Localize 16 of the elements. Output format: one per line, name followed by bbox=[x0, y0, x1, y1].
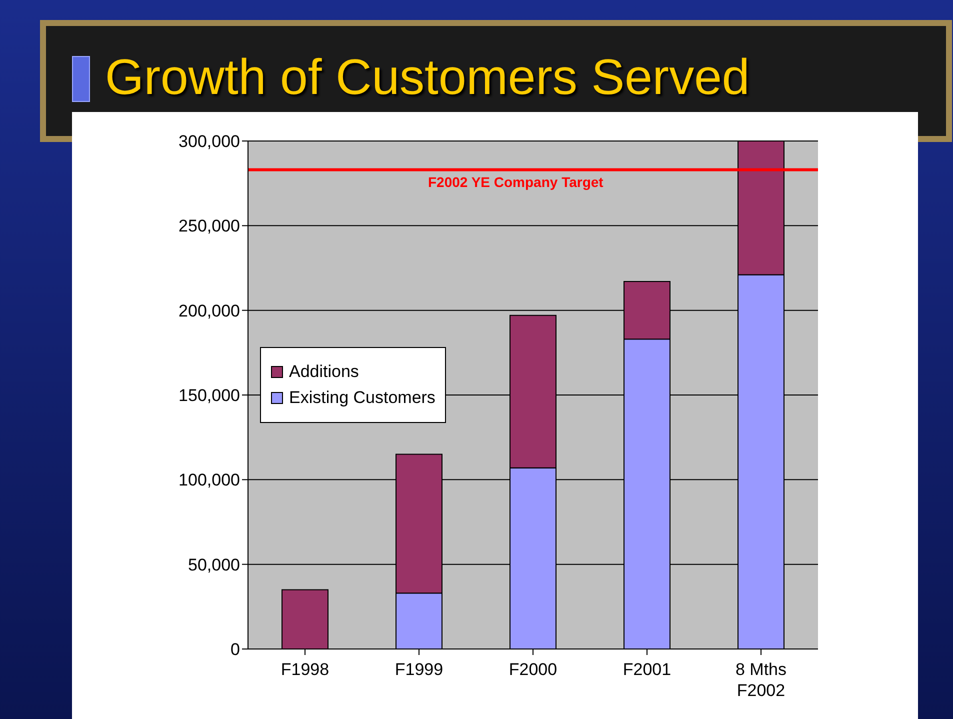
y-tick-label: 50,000 bbox=[188, 555, 240, 574]
y-tick-label: 0 bbox=[230, 640, 240, 660]
legend-label: Additions bbox=[289, 362, 359, 382]
legend-label: Existing Customers bbox=[289, 388, 436, 408]
x-tick-label: 8 Mths F2002 bbox=[735, 660, 787, 700]
x-tick-label: F1998 bbox=[280, 660, 330, 679]
y-tick-label: 150,000 bbox=[178, 386, 240, 406]
ref-line-label: F2002 YE Company Target bbox=[428, 174, 604, 190]
y-tick-label: 100,000 bbox=[178, 470, 240, 490]
x-tick-label: F1999 bbox=[394, 660, 444, 679]
x-tick-label: F2001 bbox=[622, 660, 672, 679]
chart-title: Growth of Customers Served bbox=[105, 48, 750, 106]
x-tick-label: F2000 bbox=[508, 660, 558, 679]
y-tick-label: 200,000 bbox=[178, 301, 240, 320]
y-tick-label: 300,000 bbox=[178, 132, 240, 152]
y-tick-label: 250,000 bbox=[178, 216, 240, 236]
